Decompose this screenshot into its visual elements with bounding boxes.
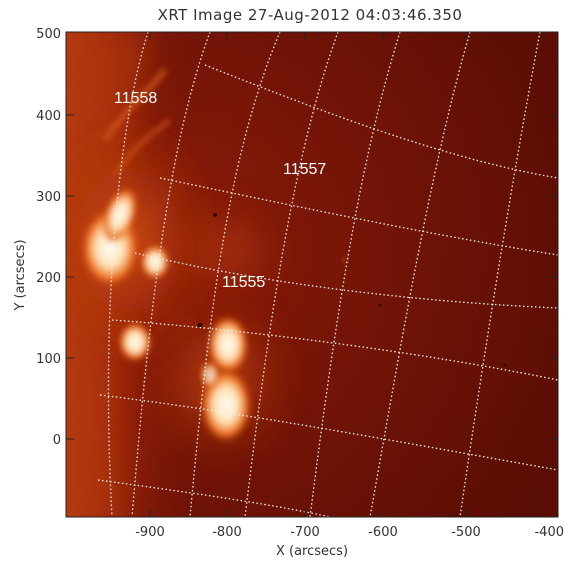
y-tick-label: 200 [36,271,61,286]
x-tick-label: -800 [212,525,242,540]
y-tick-label: 300 [36,190,61,205]
x-tick-label: -900 [135,525,165,540]
y-tick-label: 400 [36,109,61,124]
plot-frame [65,31,559,518]
axis-ticks [66,32,558,517]
region-label-11558: 11558 [114,90,157,107]
y-axis-label: Y (arcsecs) [13,239,28,311]
y-tick-labels: 500 400 300 200 100 0 [36,27,61,448]
x-tick-label: -400 [534,525,564,540]
y-tick-label: 0 [53,433,61,448]
solar-image: 11558 11557 11555 [66,32,558,517]
heliographic-grid [97,32,558,517]
x-tick-label: -700 [290,525,320,540]
x-axis-label: X (arcsecs) [276,544,348,559]
y-tick-label: 100 [36,352,61,367]
x-tick-label: -500 [451,525,481,540]
y-tick-label: 500 [36,27,61,42]
region-label-11555: 11555 [222,274,265,291]
x-tick-label: -600 [368,525,398,540]
image-title: XRT Image 27-Aug-2012 04:03:46.350 [158,6,463,24]
region-label-11557: 11557 [283,161,326,178]
x-tick-labels: -900 -800 -700 -600 -500 -400 [135,525,564,540]
